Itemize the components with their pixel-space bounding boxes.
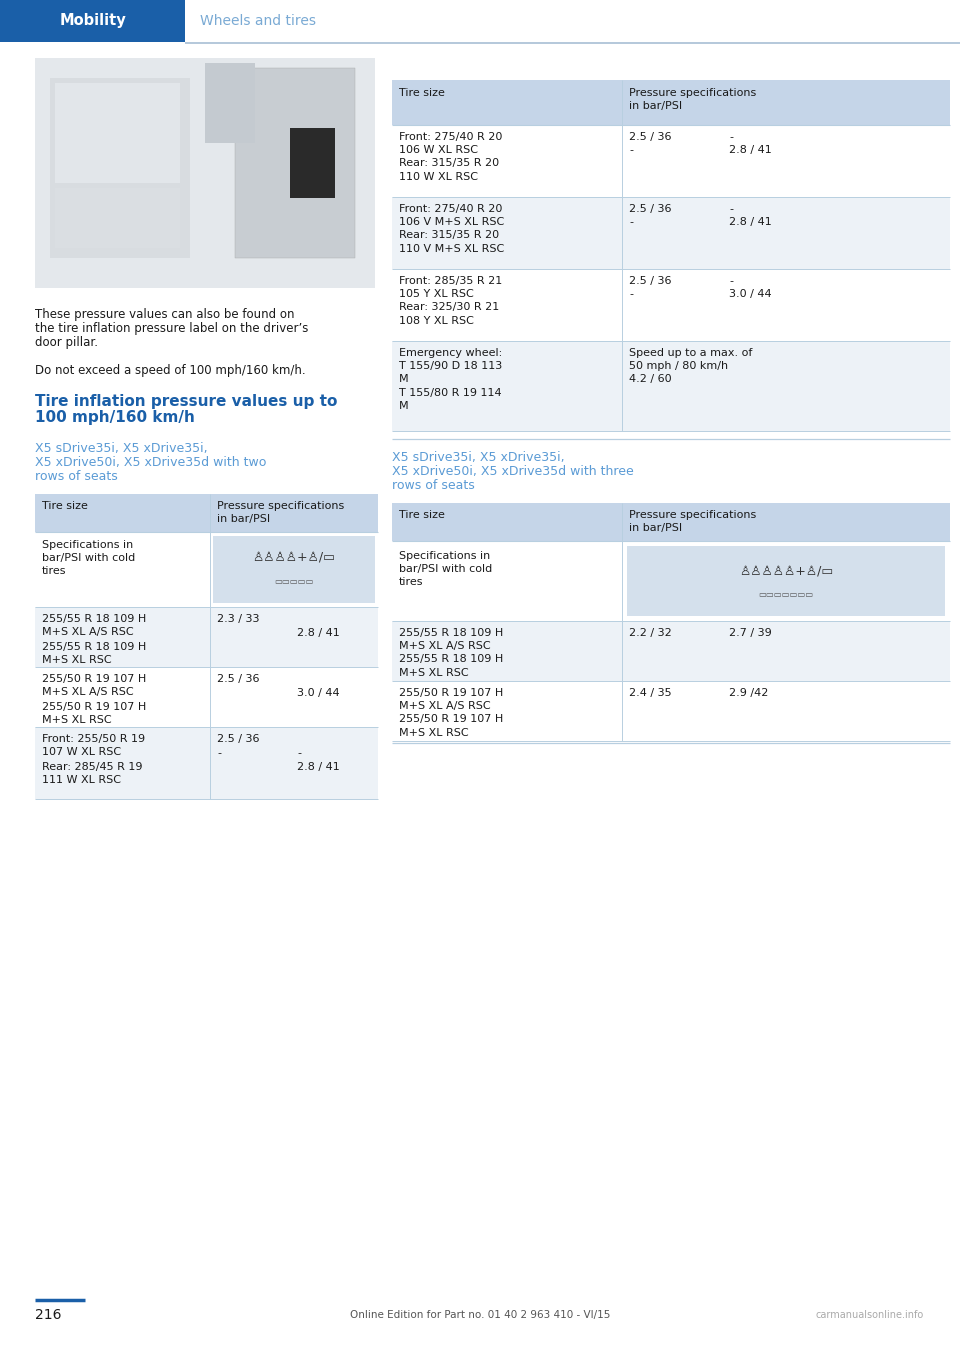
Text: X5 sDrive35i, X5 xDrive35i,: X5 sDrive35i, X5 xDrive35i, <box>392 451 564 464</box>
Text: Specifications in
bar/PSI with cold
tires: Specifications in bar/PSI with cold tire… <box>42 539 135 576</box>
Bar <box>35 607 378 667</box>
Bar <box>392 503 950 541</box>
Text: 2.8 / 41: 2.8 / 41 <box>297 628 340 637</box>
Text: X5 xDrive50i, X5 xDrive35d with two: X5 xDrive50i, X5 xDrive35d with two <box>35 456 266 469</box>
Text: These pressure values can also be found on: These pressure values can also be found … <box>35 308 295 321</box>
Text: 255/55 R 18 109 H
M+S XL RSC: 255/55 R 18 109 H M+S XL RSC <box>42 642 146 665</box>
Text: 255/55 R 18 109 H
M+S XL A/S RSC
255/55 R 18 109 H
M+S XL RSC: 255/55 R 18 109 H M+S XL A/S RSC 255/55 … <box>399 628 503 678</box>
Text: Online Edition for Part no. 01 40 2 963 410 - VI/15: Online Edition for Part no. 01 40 2 963 … <box>349 1310 611 1320</box>
Text: 2.7 / 39: 2.7 / 39 <box>729 628 772 637</box>
Bar <box>205 63 255 143</box>
Bar <box>213 537 375 603</box>
Text: 255/50 R 19 107 H
M+S XL A/S RSC
255/50 R 19 107 H
M+S XL RSC: 255/50 R 19 107 H M+S XL A/S RSC 255/50 … <box>399 688 503 738</box>
Text: 2.5 / 36: 2.5 / 36 <box>217 734 259 744</box>
Text: Pressure specifications
in bar/PSI: Pressure specifications in bar/PSI <box>629 89 756 112</box>
Text: 2.5 / 36
-: 2.5 / 36 - <box>629 276 671 300</box>
Text: ▭▭▭▭▭: ▭▭▭▭▭ <box>275 577 314 586</box>
Text: ♙♙♙♙+♙/▭: ♙♙♙♙+♙/▭ <box>252 552 335 564</box>
Bar <box>35 494 378 533</box>
Text: Tire size: Tire size <box>42 501 88 511</box>
Text: the tire inflation pressure label on the driver’s: the tire inflation pressure label on the… <box>35 321 308 335</box>
Text: 3.0 / 44: 3.0 / 44 <box>297 688 340 697</box>
Text: 2.3 / 33: 2.3 / 33 <box>217 614 259 624</box>
Text: Speed up to a max. of
50 mph / 80 km/h
4.2 / 60: Speed up to a max. of 50 mph / 80 km/h 4… <box>629 349 753 384</box>
Bar <box>290 128 335 197</box>
Text: carmanualsonline.info: carmanualsonline.info <box>816 1310 924 1320</box>
Text: -
3.0 / 44: - 3.0 / 44 <box>729 276 772 300</box>
Text: ▭▭▭▭▭▭▭: ▭▭▭▭▭▭▭ <box>758 591 813 599</box>
Bar <box>235 68 355 257</box>
Text: 255/55 R 18 109 H
M+S XL A/S RSC: 255/55 R 18 109 H M+S XL A/S RSC <box>42 614 146 637</box>
Text: 2.5 / 36: 2.5 / 36 <box>217 674 259 684</box>
Text: Tire size: Tire size <box>399 509 444 520</box>
Bar <box>392 125 950 197</box>
Text: Do not exceed a speed of 100 mph/160 km/h.: Do not exceed a speed of 100 mph/160 km/… <box>35 364 305 377</box>
Text: X5 xDrive50i, X5 xDrive35d with three: X5 xDrive50i, X5 xDrive35d with three <box>392 464 634 478</box>
Bar <box>35 727 378 799</box>
Text: door pillar.: door pillar. <box>35 336 98 349</box>
Text: Mobility: Mobility <box>60 14 127 29</box>
Text: -: - <box>217 748 221 759</box>
Text: Rear: 285/45 R 19
111 W XL RSC: Rear: 285/45 R 19 111 W XL RSC <box>42 761 142 786</box>
Text: Front: 275/40 R 20
106 W XL RSC
Rear: 315/35 R 20
110 W XL RSC: Front: 275/40 R 20 106 W XL RSC Rear: 31… <box>399 132 502 181</box>
Text: Pressure specifications
in bar/PSI: Pressure specifications in bar/PSI <box>217 501 345 524</box>
Text: 2.9 /42: 2.9 /42 <box>729 688 768 697</box>
Text: Tire inflation pressure values up to: Tire inflation pressure values up to <box>35 394 337 409</box>
Bar <box>55 83 180 183</box>
Text: 255/50 R 19 107 H
M+S XL A/S RSC: 255/50 R 19 107 H M+S XL A/S RSC <box>42 674 146 697</box>
Text: 100 mph/160 km/h: 100 mph/160 km/h <box>35 410 195 425</box>
Bar <box>35 667 378 727</box>
Bar <box>392 80 950 125</box>
Bar <box>0 0 185 42</box>
Text: 2.4 / 35: 2.4 / 35 <box>629 688 672 697</box>
Bar <box>392 681 950 741</box>
Text: Pressure specifications
in bar/PSI: Pressure specifications in bar/PSI <box>629 509 756 533</box>
Bar <box>235 68 355 257</box>
Bar <box>392 340 950 430</box>
Text: 255/50 R 19 107 H
M+S XL RSC: 255/50 R 19 107 H M+S XL RSC <box>42 701 146 725</box>
Text: Front: 285/35 R 21
105 Y XL RSC
Rear: 325/30 R 21
108 Y XL RSC: Front: 285/35 R 21 105 Y XL RSC Rear: 32… <box>399 276 502 326</box>
Bar <box>35 59 375 287</box>
Text: -
2.8 / 41: - 2.8 / 41 <box>729 132 772 155</box>
Text: Wheels and tires: Wheels and tires <box>200 14 316 29</box>
Text: -
2.8 / 41: - 2.8 / 41 <box>729 204 772 227</box>
Text: Emergency wheel:
T 155/90 D 18 113
M
T 155/80 R 19 114
M: Emergency wheel: T 155/90 D 18 113 M T 1… <box>399 349 502 411</box>
Text: 2.8 / 41: 2.8 / 41 <box>297 761 340 772</box>
Text: 216: 216 <box>35 1308 61 1323</box>
Bar <box>392 197 950 270</box>
Text: ♙♙♙♙♙+♙/▭: ♙♙♙♙♙+♙/▭ <box>739 564 833 577</box>
Bar <box>627 546 945 616</box>
Text: Specifications in
bar/PSI with cold
tires: Specifications in bar/PSI with cold tire… <box>399 552 492 587</box>
Bar <box>35 533 378 607</box>
Bar <box>392 541 950 621</box>
Bar <box>55 188 180 248</box>
Text: rows of seats: rows of seats <box>392 479 475 492</box>
Text: Tire size: Tire size <box>399 89 444 98</box>
Text: 2.2 / 32: 2.2 / 32 <box>629 628 672 637</box>
Text: 2.5 / 36
-: 2.5 / 36 - <box>629 204 671 227</box>
Bar <box>392 270 950 340</box>
Text: -: - <box>297 748 301 759</box>
Text: Front: 275/40 R 20
106 V M+S XL RSC
Rear: 315/35 R 20
110 V M+S XL RSC: Front: 275/40 R 20 106 V M+S XL RSC Rear… <box>399 204 504 253</box>
Text: X5 sDrive35i, X5 xDrive35i,: X5 sDrive35i, X5 xDrive35i, <box>35 443 207 455</box>
Text: 2.5 / 36
-: 2.5 / 36 - <box>629 132 671 155</box>
Bar <box>392 621 950 681</box>
Text: rows of seats: rows of seats <box>35 470 118 484</box>
Bar <box>50 78 190 257</box>
Text: Front: 255/50 R 19
107 W XL RSC: Front: 255/50 R 19 107 W XL RSC <box>42 734 145 757</box>
